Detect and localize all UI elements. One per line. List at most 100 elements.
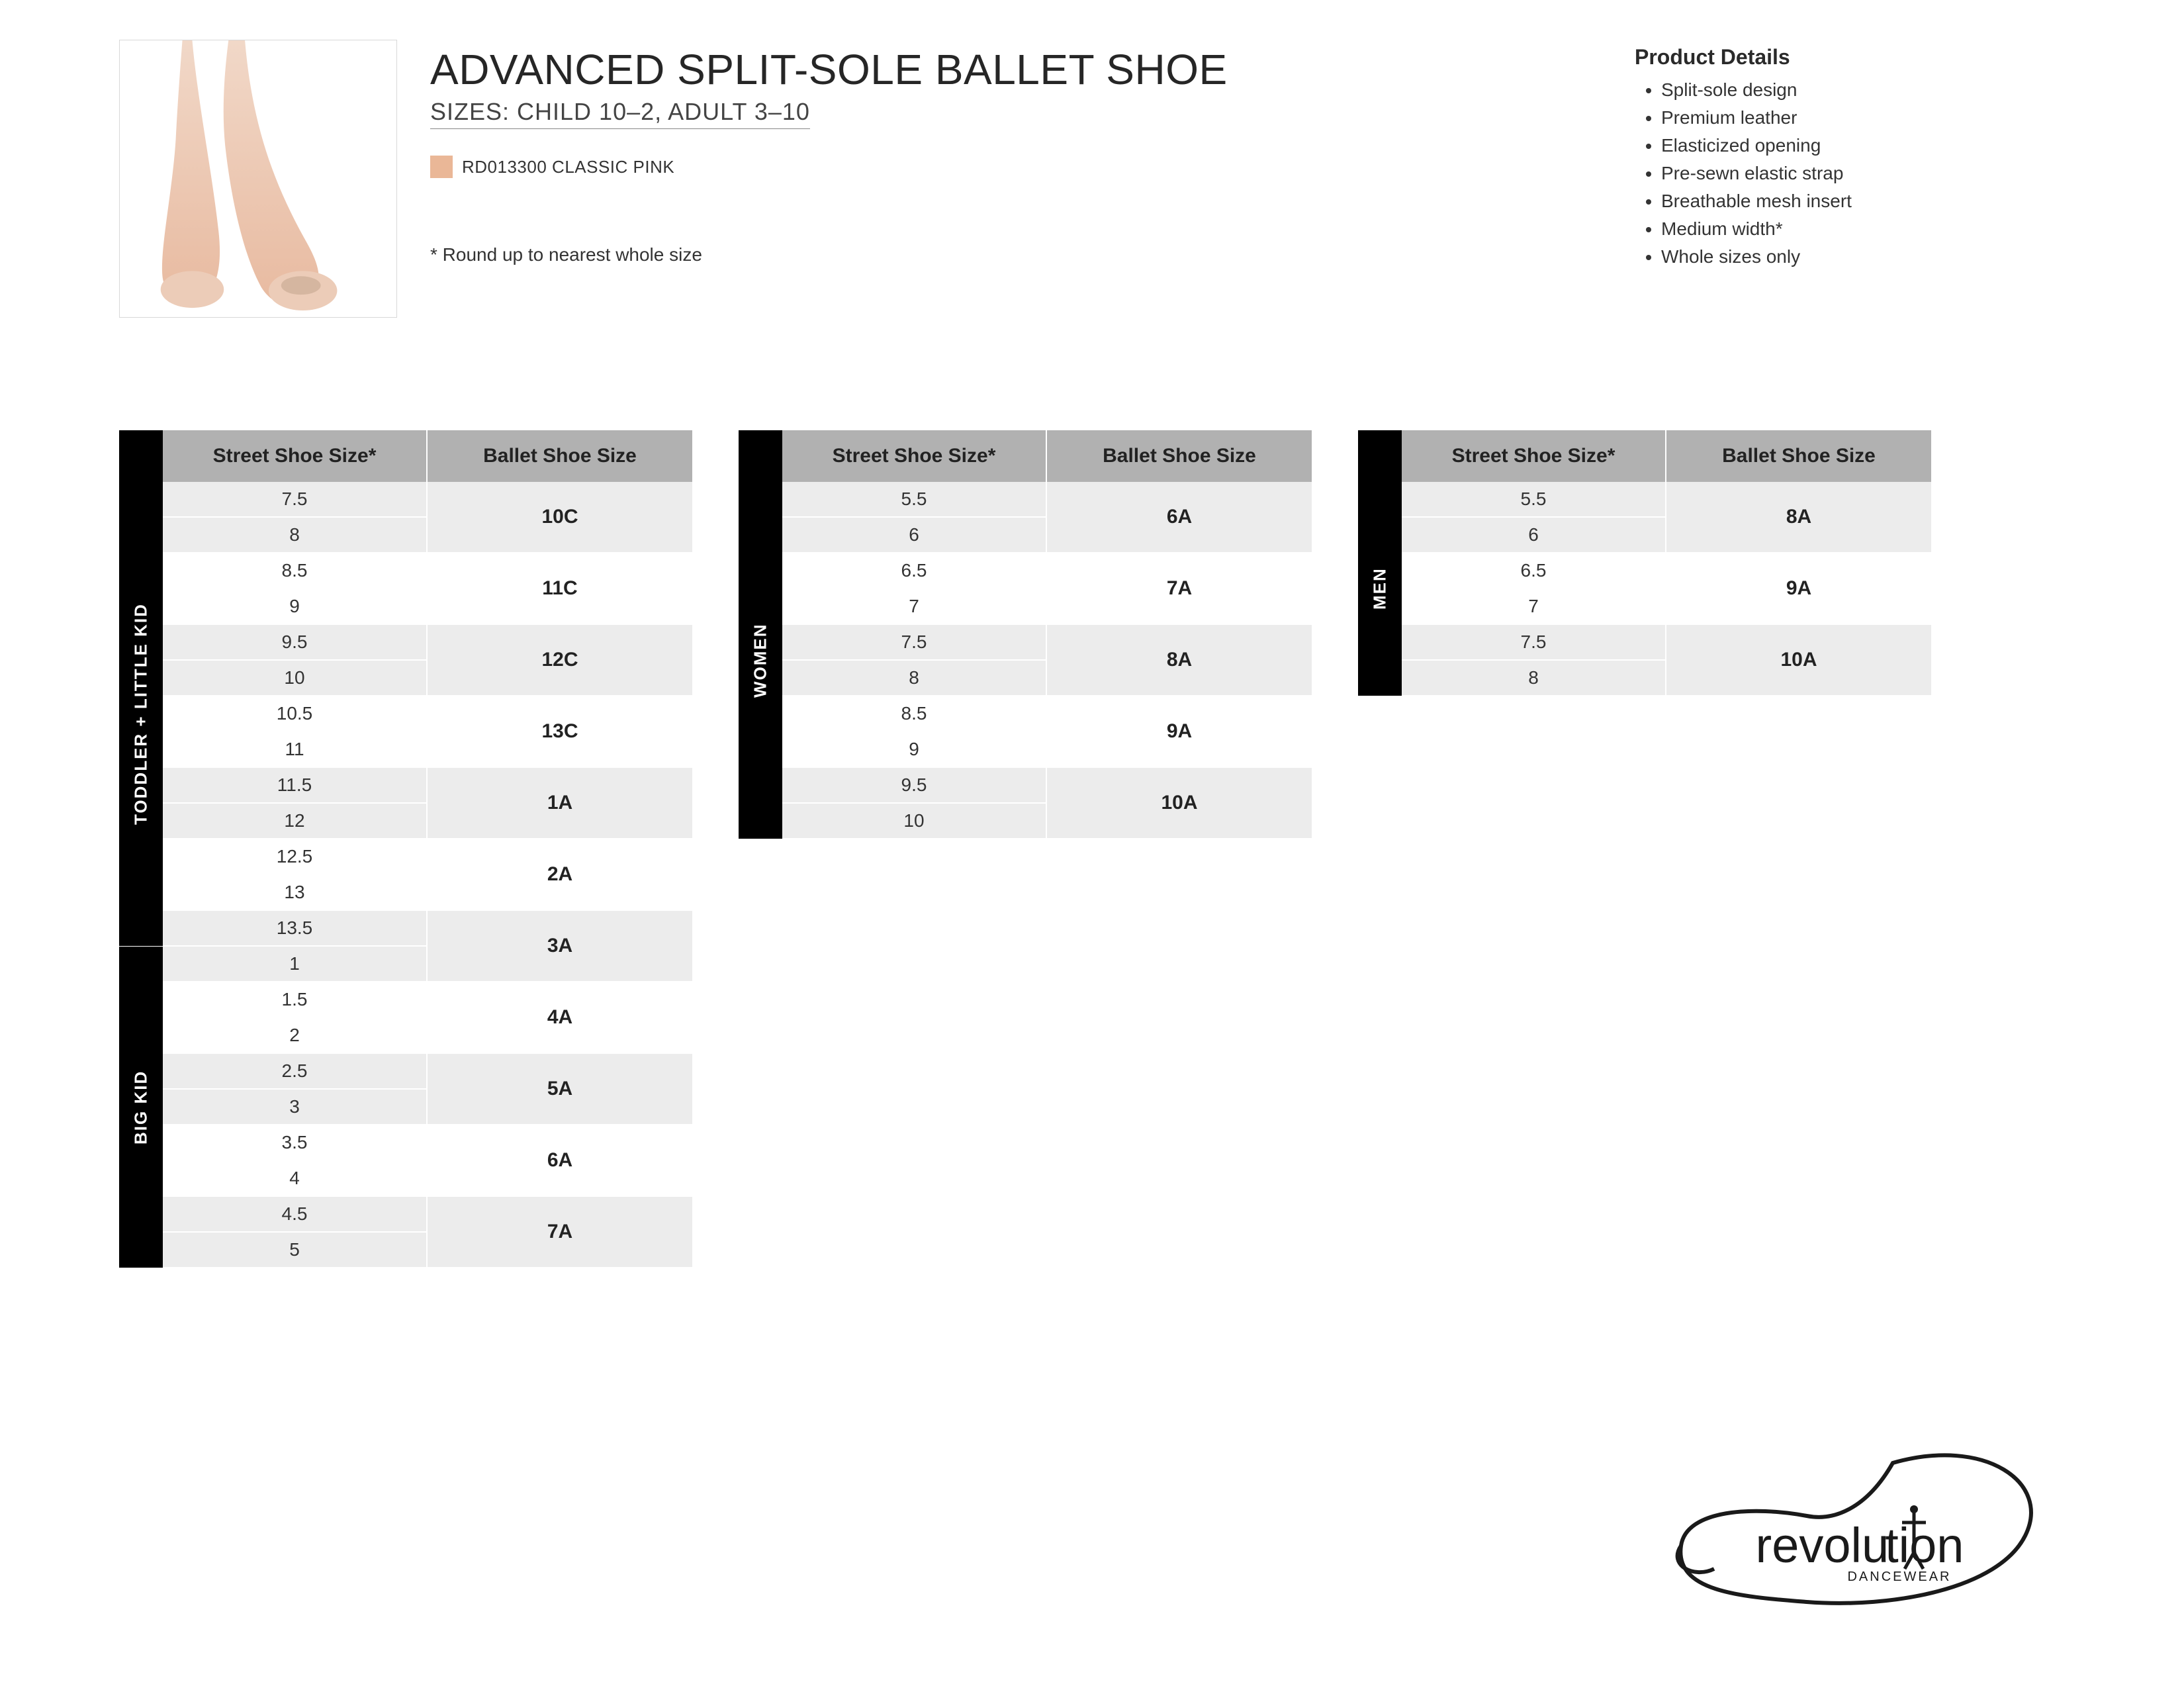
th-street: Street Shoe Size* — [163, 430, 428, 482]
table-row: 7.5810A — [1402, 625, 1931, 696]
ballet-size-cell: 7A — [428, 1197, 692, 1268]
table-row: 9.51012C — [163, 625, 692, 696]
size-table: MENStreet Shoe Size*Ballet Shoe Size5.56… — [1358, 430, 1931, 696]
street-size-cell: 2 — [163, 1018, 428, 1054]
street-size-cell: 6.5 — [1402, 553, 1666, 589]
detail-item: Split-sole design — [1661, 76, 2065, 104]
street-size-cell: 8 — [782, 661, 1047, 696]
ballet-size-cell: 4A — [428, 982, 692, 1054]
ballet-size-cell: 12C — [428, 625, 692, 696]
ballet-size-cell: 5A — [428, 1054, 692, 1125]
logo-text: revolution — [1756, 1518, 1964, 1573]
street-size-cell: 9.5 — [163, 625, 428, 661]
street-size-cell: 6 — [782, 518, 1047, 553]
street-size-cell: 12 — [163, 804, 428, 839]
size-table: WOMENStreet Shoe Size*Ballet Shoe Size5.… — [739, 430, 1312, 839]
street-size-cell: 9 — [782, 732, 1047, 768]
th-ballet: Ballet Shoe Size — [428, 430, 692, 482]
size-tables-row: TODDLER + LITTLE KIDBIG KIDStreet Shoe S… — [119, 430, 2065, 1268]
table-body: Street Shoe Size*Ballet Shoe Size7.5810C… — [163, 430, 692, 1268]
street-size-cell: 13 — [163, 875, 428, 911]
swatch-label: RD013300 CLASSIC PINK — [462, 157, 674, 177]
detail-item: Breathable mesh insert — [1661, 187, 2065, 215]
table-row: 12.5132A — [163, 839, 692, 911]
table-body: Street Shoe Size*Ballet Shoe Size5.566A6… — [782, 430, 1312, 839]
street-size-cell: 4.5 — [163, 1197, 428, 1233]
th-street: Street Shoe Size* — [1402, 430, 1666, 482]
street-size-cell: 5.5 — [782, 482, 1047, 518]
ballet-size-cell: 10A — [1666, 625, 1931, 696]
detail-item: Premium leather — [1661, 104, 2065, 132]
swatch-row: RD013300 CLASSIC PINK — [430, 156, 1602, 178]
street-size-cell: 9 — [163, 589, 428, 625]
th-street: Street Shoe Size* — [782, 430, 1047, 482]
size-table: TODDLER + LITTLE KIDBIG KIDStreet Shoe S… — [119, 430, 692, 1268]
street-size-cell: 11 — [163, 732, 428, 768]
brand-logo: revolution DANCEWEAR — [1655, 1443, 2065, 1628]
street-size-cell: 12.5 — [163, 839, 428, 875]
street-size-cell: 9.5 — [782, 768, 1047, 804]
ballet-size-cell: 3A — [428, 911, 692, 982]
table-row: 1.524A — [163, 982, 692, 1054]
ballet-size-cell: 10A — [1047, 768, 1312, 839]
details-list: Split-sole designPremium leatherElastici… — [1635, 76, 2065, 271]
street-size-cell: 10.5 — [163, 696, 428, 732]
table-row: 2.535A — [163, 1054, 692, 1125]
street-size-cell: 7.5 — [782, 625, 1047, 661]
street-size-cell: 13.5 — [163, 911, 428, 947]
table-row: 7.588A — [782, 625, 1312, 696]
street-size-cell: 1 — [163, 947, 428, 982]
details-heading: Product Details — [1635, 45, 2065, 70]
category-strip: TODDLER + LITTLE KIDBIG KID — [119, 430, 163, 1268]
table-row: 3.546A — [163, 1125, 692, 1197]
street-size-cell: 7.5 — [163, 482, 428, 518]
table-header: Street Shoe Size*Ballet Shoe Size — [163, 430, 692, 482]
street-size-cell: 5.5 — [1402, 482, 1666, 518]
ballet-size-cell: 9A — [1047, 696, 1312, 768]
street-size-cell: 5 — [163, 1233, 428, 1268]
street-size-cell: 7.5 — [1402, 625, 1666, 661]
table-row: 6.577A — [782, 553, 1312, 625]
street-size-cell: 7 — [1402, 589, 1666, 625]
table-row: 8.5911C — [163, 553, 692, 625]
street-size-cell: 8.5 — [163, 553, 428, 589]
th-ballet: Ballet Shoe Size — [1666, 430, 1931, 482]
table-body: Street Shoe Size*Ballet Shoe Size5.568A6… — [1402, 430, 1931, 696]
footnote: * Round up to nearest whole size — [430, 244, 1602, 265]
table-row: 5.566A — [782, 482, 1312, 553]
street-size-cell: 11.5 — [163, 768, 428, 804]
street-size-cell: 3.5 — [163, 1125, 428, 1161]
sizes-subtitle: SIZES: CHILD 10–2, ADULT 3–10 — [430, 98, 810, 129]
street-size-cell: 7 — [782, 589, 1047, 625]
street-size-cell: 4 — [163, 1161, 428, 1197]
title-block: ADVANCED SPLIT-SOLE BALLET SHOE SIZES: C… — [430, 40, 1602, 265]
color-swatch — [430, 156, 453, 178]
ballet-size-cell: 10C — [428, 482, 692, 553]
street-size-cell: 10 — [782, 804, 1047, 839]
ballet-size-cell: 7A — [1047, 553, 1312, 625]
table-row: 11.5121A — [163, 768, 692, 839]
ballet-shoe-illustration — [120, 40, 396, 318]
ballet-size-cell: 6A — [1047, 482, 1312, 553]
table-header: Street Shoe Size*Ballet Shoe Size — [782, 430, 1312, 482]
category-strip: MEN — [1358, 430, 1402, 696]
product-details: Product Details Split-sole designPremium… — [1635, 40, 2065, 271]
detail-item: Elasticized opening — [1661, 132, 2065, 160]
table-row: 5.568A — [1402, 482, 1931, 553]
street-size-cell: 1.5 — [163, 982, 428, 1018]
th-ballet: Ballet Shoe Size — [1047, 430, 1312, 482]
table-row: 8.599A — [782, 696, 1312, 768]
table-row: 6.579A — [1402, 553, 1931, 625]
street-size-cell: 6.5 — [782, 553, 1047, 589]
table-row: 4.557A — [163, 1197, 692, 1268]
category-strip: WOMEN — [739, 430, 782, 839]
ballet-size-cell: 11C — [428, 553, 692, 625]
ballet-size-cell: 13C — [428, 696, 692, 768]
category-label: TODDLER + LITTLE KID — [119, 482, 163, 947]
ballet-size-cell: 2A — [428, 839, 692, 911]
header-row: ADVANCED SPLIT-SOLE BALLET SHOE SIZES: C… — [119, 40, 2065, 318]
street-size-cell: 8 — [163, 518, 428, 553]
logo-subtext: DANCEWEAR — [1847, 1570, 1951, 1584]
table-row: 13.513A — [163, 911, 692, 982]
ballet-size-cell: 8A — [1666, 482, 1931, 553]
